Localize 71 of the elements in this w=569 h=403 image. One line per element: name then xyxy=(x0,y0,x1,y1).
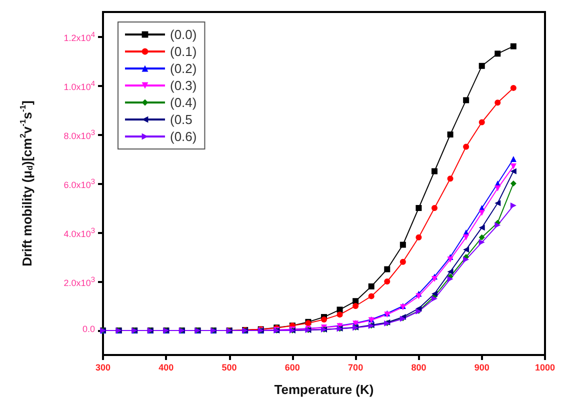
point xyxy=(494,185,501,192)
x-axis-title: Temperature (K) xyxy=(274,382,374,397)
y-tick-label: 0.0 xyxy=(82,324,95,336)
legend-label: (0.4) xyxy=(170,95,197,110)
point xyxy=(432,205,438,211)
point xyxy=(478,234,485,240)
point xyxy=(352,298,359,304)
point xyxy=(494,50,501,57)
point xyxy=(416,234,422,240)
point xyxy=(510,180,516,186)
point xyxy=(510,202,516,209)
point xyxy=(494,200,501,206)
point xyxy=(447,176,454,182)
y-tick-label: 1.0x10$^{4}$ xyxy=(64,78,95,92)
point xyxy=(384,278,390,284)
legend-label: (0.3) xyxy=(170,78,197,93)
point xyxy=(447,276,454,282)
point xyxy=(447,256,454,262)
point xyxy=(510,43,516,50)
point xyxy=(352,303,359,309)
text: Drift mobility (μd)[cm2v-1s-1] xyxy=(18,100,34,266)
point xyxy=(510,156,516,162)
x-tick-label: 800 xyxy=(411,362,426,372)
x-tick-label: 300 xyxy=(95,362,111,372)
y-tick-label: 4.0x10$^{3}$ xyxy=(64,226,95,240)
x-tick-label: 500 xyxy=(222,362,237,372)
point xyxy=(432,296,438,302)
point xyxy=(368,293,374,300)
y-tick-label: 6.0x10$^{3}$ xyxy=(64,176,95,190)
point xyxy=(494,222,501,228)
point xyxy=(416,205,422,211)
point xyxy=(463,97,470,104)
x-tick-label: 700 xyxy=(348,362,364,372)
x-tick-label: 600 xyxy=(284,362,300,372)
point xyxy=(510,84,516,91)
legend-label: (0.0) xyxy=(170,27,197,42)
legend-label: (0.5 xyxy=(170,112,192,127)
x-tick-label: 900 xyxy=(474,362,490,372)
point xyxy=(432,276,438,282)
y-tick-label: 1.2x10$^{4}$ xyxy=(64,30,95,44)
point xyxy=(478,224,485,231)
point xyxy=(478,119,485,126)
point xyxy=(463,246,470,253)
point xyxy=(463,234,470,240)
point xyxy=(384,266,390,272)
point xyxy=(416,293,422,300)
point xyxy=(463,256,470,262)
point xyxy=(510,163,516,170)
x-tick-label: 400 xyxy=(158,362,174,372)
point xyxy=(400,242,406,248)
y-tick-label: 8.0x10$^{3}$ xyxy=(64,128,95,142)
point xyxy=(432,290,438,297)
point xyxy=(432,168,438,174)
point xyxy=(510,168,516,174)
point xyxy=(478,210,485,216)
y-tick-label: 2.0x10$^{3}$ xyxy=(64,274,95,288)
point xyxy=(447,268,454,275)
point xyxy=(416,305,422,312)
legend-label: (0.2) xyxy=(170,61,197,76)
point xyxy=(336,306,343,313)
point xyxy=(478,239,485,246)
point xyxy=(447,132,454,138)
point xyxy=(494,100,501,106)
point xyxy=(478,62,485,69)
point xyxy=(400,258,406,265)
point xyxy=(336,312,343,318)
point xyxy=(368,283,374,290)
x-tick-label: 1000 xyxy=(534,362,556,372)
legend-label: (0.1) xyxy=(170,44,197,59)
point xyxy=(463,144,470,150)
legend-label: (0.6) xyxy=(170,129,197,144)
